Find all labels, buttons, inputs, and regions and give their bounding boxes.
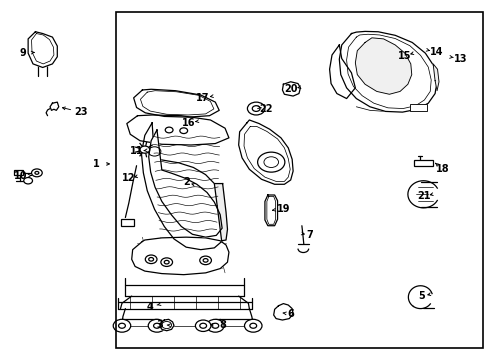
Circle shape (35, 171, 39, 174)
Polygon shape (131, 237, 228, 275)
Circle shape (118, 323, 125, 328)
Circle shape (161, 258, 172, 266)
Text: 4: 4 (146, 302, 153, 312)
Circle shape (249, 323, 256, 328)
Polygon shape (28, 32, 57, 67)
Circle shape (145, 255, 157, 264)
Polygon shape (355, 38, 411, 94)
Bar (413, 160, 432, 166)
Circle shape (206, 319, 224, 332)
Circle shape (180, 128, 187, 134)
Polygon shape (329, 45, 355, 99)
Circle shape (148, 319, 165, 332)
Text: 15: 15 (397, 51, 411, 61)
Polygon shape (264, 195, 277, 226)
Polygon shape (160, 319, 174, 331)
Circle shape (148, 147, 161, 156)
Polygon shape (282, 82, 300, 96)
Circle shape (200, 323, 206, 328)
Circle shape (252, 106, 260, 111)
Polygon shape (432, 64, 438, 91)
Text: 23: 23 (74, 107, 87, 117)
Text: 13: 13 (453, 54, 467, 64)
Circle shape (140, 146, 149, 153)
Bar (120, 219, 134, 226)
Circle shape (195, 320, 210, 332)
Text: 9: 9 (20, 48, 26, 58)
Polygon shape (148, 130, 222, 237)
Text: 10: 10 (14, 171, 27, 181)
Circle shape (264, 157, 278, 167)
Polygon shape (214, 184, 227, 241)
Bar (409, 104, 426, 111)
Circle shape (24, 177, 32, 184)
Text: 2: 2 (183, 177, 189, 187)
Text: 6: 6 (287, 309, 293, 319)
Circle shape (164, 260, 169, 264)
Polygon shape (126, 115, 228, 145)
Bar (116, 12, 482, 348)
Text: 1: 1 (93, 159, 100, 169)
Polygon shape (141, 123, 225, 249)
Circle shape (31, 169, 42, 177)
Circle shape (247, 102, 264, 115)
Polygon shape (50, 102, 59, 111)
Circle shape (113, 319, 130, 332)
Text: 22: 22 (259, 104, 273, 113)
Circle shape (257, 152, 285, 172)
Text: 19: 19 (276, 203, 289, 213)
Circle shape (148, 257, 153, 261)
Circle shape (203, 258, 207, 262)
Text: 17: 17 (196, 93, 209, 103)
Circle shape (200, 256, 211, 265)
Polygon shape (133, 89, 219, 117)
Text: 18: 18 (435, 164, 449, 174)
Circle shape (153, 323, 160, 328)
Polygon shape (273, 303, 292, 320)
Circle shape (165, 127, 173, 133)
Text: 7: 7 (306, 230, 313, 240)
Polygon shape (339, 31, 436, 112)
Polygon shape (238, 120, 292, 184)
Text: 14: 14 (429, 47, 443, 57)
Circle shape (244, 319, 262, 332)
Text: 20: 20 (284, 84, 297, 94)
Text: 11: 11 (129, 147, 143, 157)
Circle shape (211, 323, 218, 328)
Text: 8: 8 (219, 320, 225, 330)
Text: 16: 16 (182, 118, 195, 128)
Text: 3: 3 (156, 320, 163, 330)
Circle shape (162, 321, 171, 329)
Text: 5: 5 (418, 291, 425, 301)
Text: 21: 21 (417, 191, 430, 201)
Text: 12: 12 (122, 173, 135, 183)
Bar (14, 170, 23, 175)
